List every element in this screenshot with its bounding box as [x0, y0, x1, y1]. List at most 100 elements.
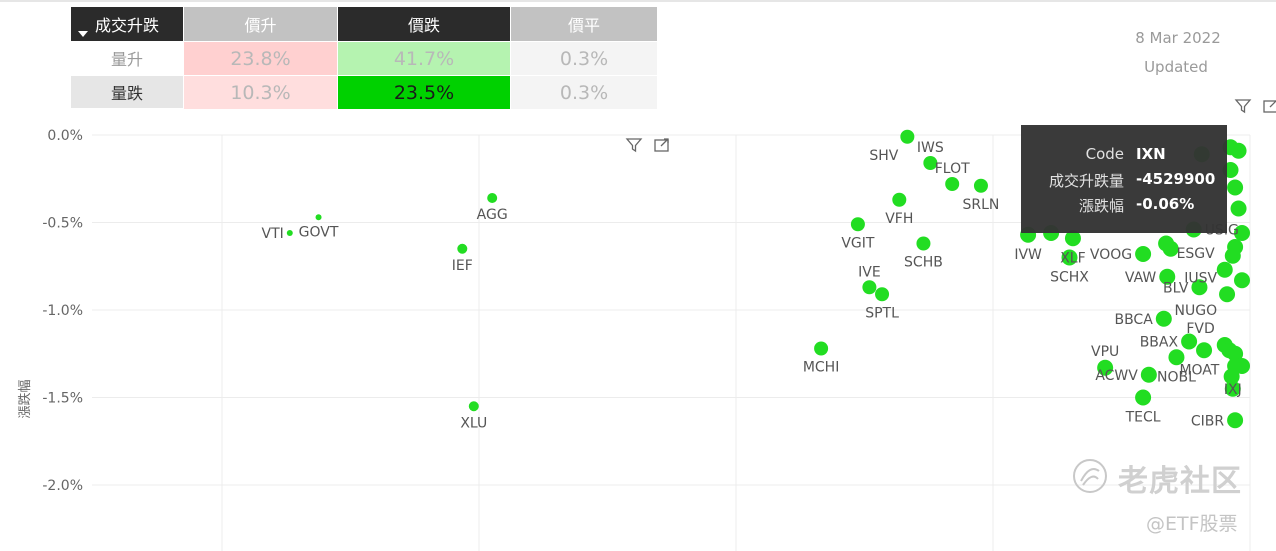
tooltip-value: -4529900 — [1136, 170, 1216, 188]
matrix-corner-header[interactable]: 成交升跌 — [71, 7, 183, 41]
data-point[interactable] — [1219, 286, 1236, 303]
point-label: TECL — [1125, 410, 1161, 426]
data-point[interactable] — [1140, 366, 1157, 383]
data-point[interactable] — [900, 129, 915, 144]
point-label: BBCA — [1114, 312, 1153, 328]
data-point[interactable] — [1162, 240, 1179, 257]
point-label: VFH — [885, 211, 913, 227]
point-label: NOBL — [1157, 369, 1196, 385]
data-point[interactable] — [875, 287, 890, 302]
data-point[interactable] — [468, 401, 479, 412]
point-label: IVE — [858, 264, 881, 280]
data-point[interactable] — [1216, 261, 1233, 278]
matrix-col-price-flat[interactable]: 價平 — [511, 7, 657, 41]
matrix-cell-selected[interactable]: 23.5% — [338, 76, 510, 109]
filter-icon[interactable] — [625, 136, 643, 154]
data-point[interactable] — [1227, 345, 1244, 362]
data-point[interactable] — [1064, 230, 1081, 247]
matrix-cell[interactable]: 0.3% — [511, 42, 657, 75]
point-label: SCHB — [904, 255, 943, 271]
cell-value: 41.7% — [393, 47, 455, 70]
point-label: AGG — [477, 207, 508, 223]
cell-value: 23.5% — [393, 81, 455, 104]
point-label: BLV — [1163, 280, 1189, 296]
data-point[interactable] — [1135, 389, 1152, 406]
point-label: MCHI — [803, 360, 840, 376]
grid-lines — [92, 134, 1251, 551]
matrix-cell[interactable]: 23.8% — [184, 42, 337, 75]
point-label: XLF — [1060, 250, 1085, 266]
y-tick-label: -1.5% — [42, 391, 83, 407]
point-label: SPTL — [865, 305, 899, 321]
focus-mode-icon[interactable] — [653, 136, 671, 154]
y-tick-label: -2.0% — [42, 478, 83, 494]
y-tick-label: -0.5% — [42, 216, 83, 232]
data-point[interactable] — [916, 236, 931, 251]
data-point[interactable] — [1135, 246, 1152, 262]
data-point[interactable] — [1181, 333, 1198, 350]
data-point[interactable] — [1227, 412, 1244, 429]
data-point[interactable] — [814, 341, 829, 356]
date-label: 8 Mar 2022 — [1135, 29, 1221, 47]
data-point[interactable] — [1155, 310, 1172, 327]
data-point[interactable] — [1224, 380, 1241, 397]
point-label: SRLN — [963, 197, 1000, 213]
focus-mode-icon[interactable] — [1262, 97, 1276, 115]
data-point[interactable] — [1061, 249, 1078, 266]
data-point[interactable] — [286, 230, 293, 236]
data-point[interactable] — [850, 217, 865, 232]
data-point[interactable] — [1230, 142, 1247, 159]
tiger-logo-icon — [1073, 459, 1107, 493]
point-labels: VTI GOVT AGG IEF XLU SHV IWS FLOT SRLN VFH VGIT SCH… — [262, 140, 1242, 431]
matrix-cell[interactable]: 0.3% — [511, 76, 657, 109]
data-point[interactable] — [1196, 342, 1213, 359]
matrix-col-price-down[interactable]: 價跌 — [338, 7, 510, 41]
matrix-row-volume-down[interactable]: 量跌 — [71, 76, 183, 108]
data-point[interactable] — [973, 178, 988, 193]
filter-icon[interactable] — [1234, 97, 1252, 115]
tooltip-value: -0.06% — [1136, 195, 1195, 213]
data-point[interactable] — [487, 193, 498, 203]
point-label: MOAT — [1179, 362, 1219, 378]
point-label: SHV — [869, 148, 898, 164]
cell-value: 0.3% — [559, 81, 609, 104]
data-point[interactable] — [862, 280, 877, 295]
data-point[interactable] — [1097, 359, 1114, 376]
point-label: SCHX — [1050, 270, 1089, 286]
y-axis-ticks: 0.0% -0.5% -1.0% -1.5% -2.0% — [42, 128, 83, 494]
data-point[interactable] — [1234, 225, 1250, 241]
matrix-cell[interactable]: 41.7% — [338, 42, 510, 75]
row-label: 量升 — [110, 50, 143, 69]
data-point[interactable] — [923, 156, 938, 170]
data-point[interactable] — [892, 192, 907, 207]
point-label: FLOT — [935, 161, 970, 177]
data-point[interactable] — [315, 214, 322, 221]
point-label: XLU — [460, 415, 487, 431]
matrix-row-volume-up[interactable]: 量升 — [71, 42, 183, 74]
point-label: VGIT — [841, 235, 875, 251]
tooltip-row: Code IXN — [1021, 145, 1227, 169]
point-label: VPU — [1091, 344, 1119, 360]
data-point[interactable] — [1168, 349, 1185, 366]
top-divider — [0, 0, 1276, 2]
tooltip-key: Code — [1085, 145, 1124, 163]
data-point[interactable] — [1159, 268, 1176, 285]
watermark-handle: @ETF股票 — [1146, 513, 1238, 535]
col-label: 價跌 — [407, 16, 440, 35]
matrix-col-price-up[interactable]: 價升 — [184, 7, 337, 41]
data-point[interactable] — [1234, 272, 1250, 289]
point-label: IEF — [452, 258, 473, 274]
point-label: IUSV — [1184, 270, 1217, 286]
y-tick-label: -1.0% — [42, 303, 83, 319]
matrix-cell[interactable]: 10.3% — [184, 76, 337, 109]
data-point[interactable] — [457, 243, 468, 254]
data-point[interactable] — [1227, 179, 1244, 196]
data-point[interactable] — [1227, 358, 1244, 374]
data-point[interactable] — [945, 177, 960, 191]
data-point[interactable] — [1224, 247, 1241, 264]
data-point[interactable] — [1191, 279, 1208, 296]
point-label: VOOG — [1090, 247, 1132, 263]
cell-value: 0.3% — [559, 47, 609, 70]
data-point[interactable] — [1230, 200, 1247, 217]
